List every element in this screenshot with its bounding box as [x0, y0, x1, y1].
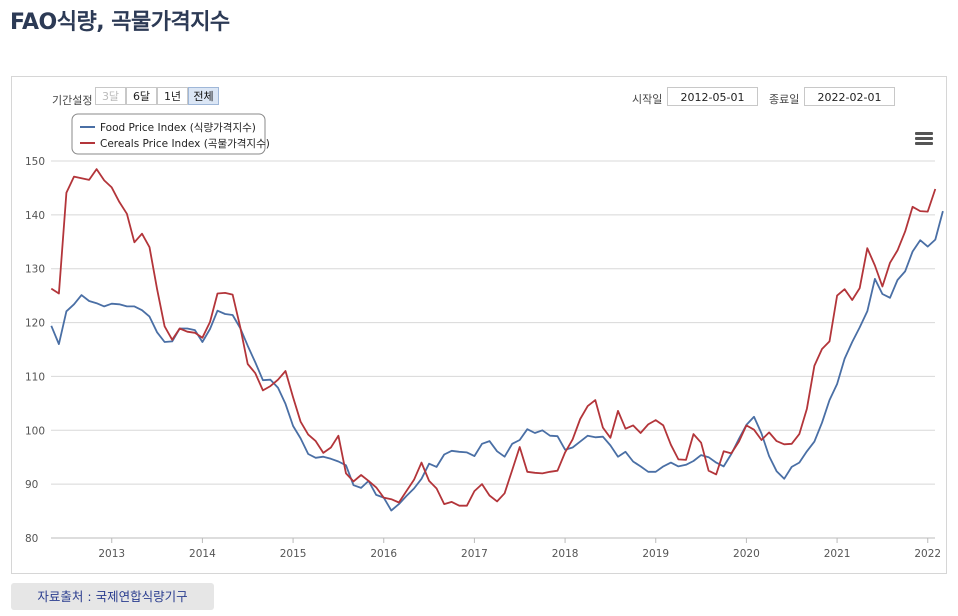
data-source-label: 자료출처 : 국제연합식량기구	[11, 583, 214, 610]
cereals-price-line[interactable]	[50, 168, 937, 507]
legend-food-label[interactable]: Food Price Index (식량가격지수)	[100, 121, 256, 134]
x-tick-label: 2018	[552, 548, 579, 560]
y-tick-label: 90	[25, 479, 38, 491]
period-label: 기간설정	[52, 94, 93, 107]
x-tick-label: 2022	[914, 548, 941, 560]
start-date-label: 시작일	[632, 93, 663, 106]
period-3m-button[interactable]: 3달	[95, 87, 126, 105]
x-tick-label: 2016	[370, 548, 397, 560]
x-tick-label: 2014	[189, 548, 216, 560]
x-tick-label: 2021	[824, 548, 851, 560]
price-index-chart: 80 90 100 110 120 130 140 150 2013 2014 2015 2016 2…	[25, 113, 944, 560]
y-tick-label: 130	[25, 264, 45, 276]
y-tick-label: 120	[25, 318, 45, 330]
x-tick-label: 2013	[98, 548, 125, 560]
end-date-input[interactable]: 2022-02-01	[804, 87, 895, 106]
page-title: FAO식량, 곡물가격지수	[10, 10, 230, 35]
period-6m-button[interactable]: 6달	[126, 87, 157, 105]
x-tick-label: 2019	[642, 548, 669, 560]
x-tick-label: 2015	[280, 548, 307, 560]
y-tick-label: 140	[25, 210, 45, 222]
food-price-line[interactable]	[50, 210, 944, 512]
end-date-label: 종료일	[769, 93, 800, 106]
chart-panel: 기간설정 3달 6달 1년 전체 시작일 2012-05-01 종료일 2022…	[11, 76, 947, 574]
period-1y-button[interactable]: 1년	[157, 87, 188, 105]
y-tick-label: 80	[25, 533, 38, 545]
legend-cereals-label[interactable]: Cereals Price Index (곡물가격지수)	[100, 137, 270, 150]
y-tick-label: 100	[25, 425, 45, 437]
x-tick-label: 2017	[461, 548, 488, 560]
y-tick-label: 110	[25, 371, 45, 383]
x-tick-label: 2020	[733, 548, 760, 560]
start-date-input[interactable]: 2012-05-01	[667, 87, 758, 106]
period-all-button[interactable]: 전체	[188, 87, 219, 105]
chart-menu-icon[interactable]	[915, 132, 933, 146]
y-tick-label: 150	[25, 156, 45, 168]
legend-box	[71, 113, 266, 155]
